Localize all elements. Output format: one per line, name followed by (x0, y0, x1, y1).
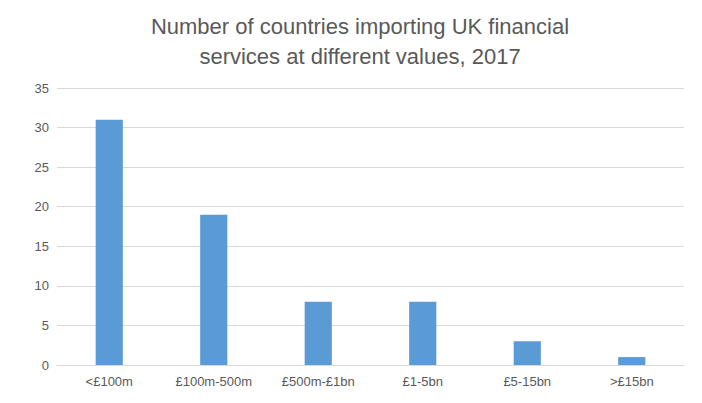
svg-text:30: 30 (35, 120, 49, 135)
svg-text:15: 15 (35, 239, 49, 254)
svg-text:£100m-500m: £100m-500m (175, 374, 252, 389)
svg-text:0: 0 (42, 358, 49, 373)
svg-text:£1-5bn: £1-5bn (403, 374, 443, 389)
svg-text:£5-15bn: £5-15bn (503, 374, 551, 389)
svg-text:10: 10 (35, 278, 49, 293)
svg-text:£500m-£1bn: £500m-£1bn (282, 374, 355, 389)
svg-text:>£15bn: >£15bn (610, 374, 654, 389)
svg-text:5: 5 (42, 318, 49, 333)
svg-text:<£100m: <£100m (86, 374, 133, 389)
svg-text:20: 20 (35, 199, 49, 214)
svg-text:35: 35 (35, 81, 49, 96)
svg-text:25: 25 (35, 160, 49, 175)
svg-text:services at different values,: services at different values, 2017 (199, 44, 520, 69)
svg-text:Number of countries importing: Number of countries importing UK financi… (151, 14, 569, 39)
